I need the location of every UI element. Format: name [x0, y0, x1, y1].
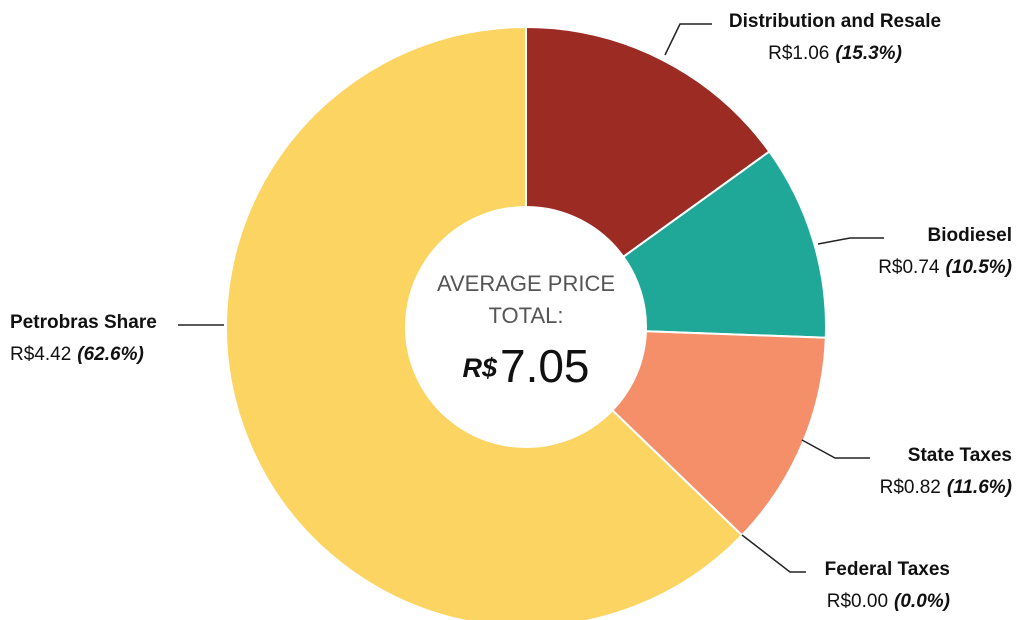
center-label: TOTAL:: [489, 303, 564, 328]
percent-label: (11.6%): [947, 477, 1012, 498]
slice-label: Biodiesel: [928, 225, 1012, 246]
percent-label: (15.3%): [835, 43, 902, 64]
slice-value: R$0.74 (10.5%): [878, 257, 1012, 278]
total-value: 7.05: [500, 340, 590, 392]
value-label: R$0.74: [878, 257, 940, 278]
value-label: R$0.00: [827, 591, 888, 612]
percent-label: (62.6%): [77, 344, 144, 365]
center-label: AVERAGE PRICE: [437, 271, 615, 296]
leader-line: [741, 534, 806, 573]
leader-line: [817, 237, 884, 245]
slice-label: Distribution and Resale: [729, 11, 941, 32]
slice-label: Federal Taxes: [825, 559, 950, 580]
slice-value: R$0.00 (0.0%): [827, 591, 950, 612]
percent-label: (10.5%): [945, 257, 1012, 278]
percent-label: (0.0%): [894, 591, 950, 612]
total-currency: R$: [462, 353, 497, 383]
value-label: R$1.06: [768, 43, 829, 64]
slice: [525, 25, 771, 259]
value-label: R$4.42: [10, 344, 71, 365]
leader-line: [664, 23, 712, 56]
slice-value: R$1.06 (15.3%): [768, 43, 902, 64]
slice: [610, 330, 827, 537]
total: R$7.05: [462, 340, 589, 392]
slice-label: State Taxes: [908, 445, 1012, 466]
slice: [621, 150, 827, 339]
leader-line: [801, 439, 870, 459]
slice-label: Petrobras Share: [10, 312, 157, 333]
slice: [225, 25, 744, 620]
slice-value: R$4.42 (62.6%): [10, 344, 144, 365]
slice-value: R$0.82 (11.6%): [880, 477, 1012, 498]
value-label: R$0.82: [880, 477, 941, 498]
